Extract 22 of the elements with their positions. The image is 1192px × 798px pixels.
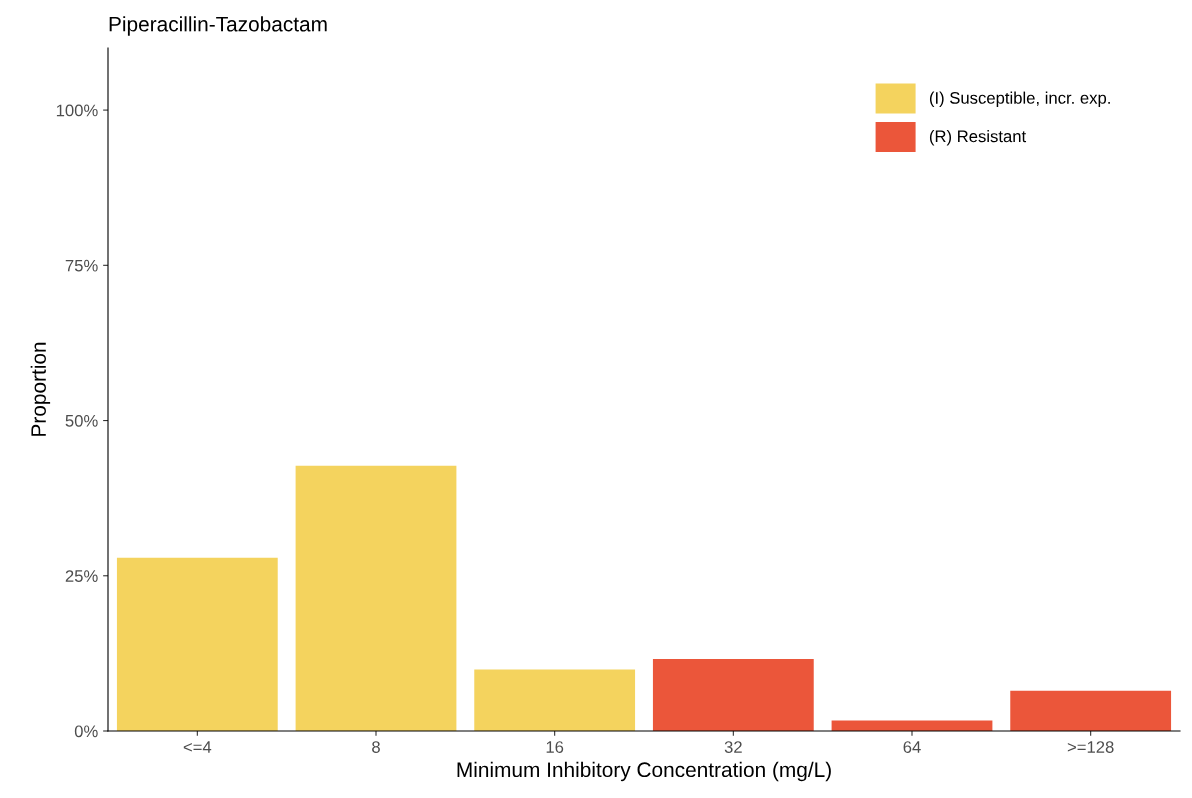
y-tick-label: 25% bbox=[65, 570, 98, 582]
x-tick-label: >=128 bbox=[1067, 741, 1114, 753]
bar bbox=[831, 720, 993, 731]
bar bbox=[474, 669, 636, 731]
bar bbox=[116, 557, 278, 731]
x-tick-label: 16 bbox=[546, 741, 564, 753]
y-axis-title: Proportion bbox=[30, 342, 51, 436]
bar bbox=[1010, 690, 1172, 731]
x-tick-label: 32 bbox=[724, 741, 742, 753]
x-tick-label: 64 bbox=[903, 741, 921, 753]
chart-title: Piperacillin-Tazobactam bbox=[109, 16, 327, 36]
bar bbox=[295, 465, 457, 731]
x-tick-label: <=4 bbox=[183, 741, 212, 753]
bar bbox=[652, 658, 814, 731]
y-tick-label: 100% bbox=[56, 104, 98, 117]
x-tick-label: 8 bbox=[372, 741, 380, 753]
legend-label: (R) Resistant bbox=[929, 130, 1027, 146]
y-tick-label: 75% bbox=[65, 259, 98, 272]
legend-label: (I) Susceptible, incr. exp. bbox=[929, 91, 1110, 108]
x-axis-title: Minimum Inhibitory Concentration (mg/L) bbox=[457, 761, 831, 782]
y-tick-label: 0% bbox=[74, 725, 98, 738]
y-tick-label: 50% bbox=[65, 414, 98, 427]
